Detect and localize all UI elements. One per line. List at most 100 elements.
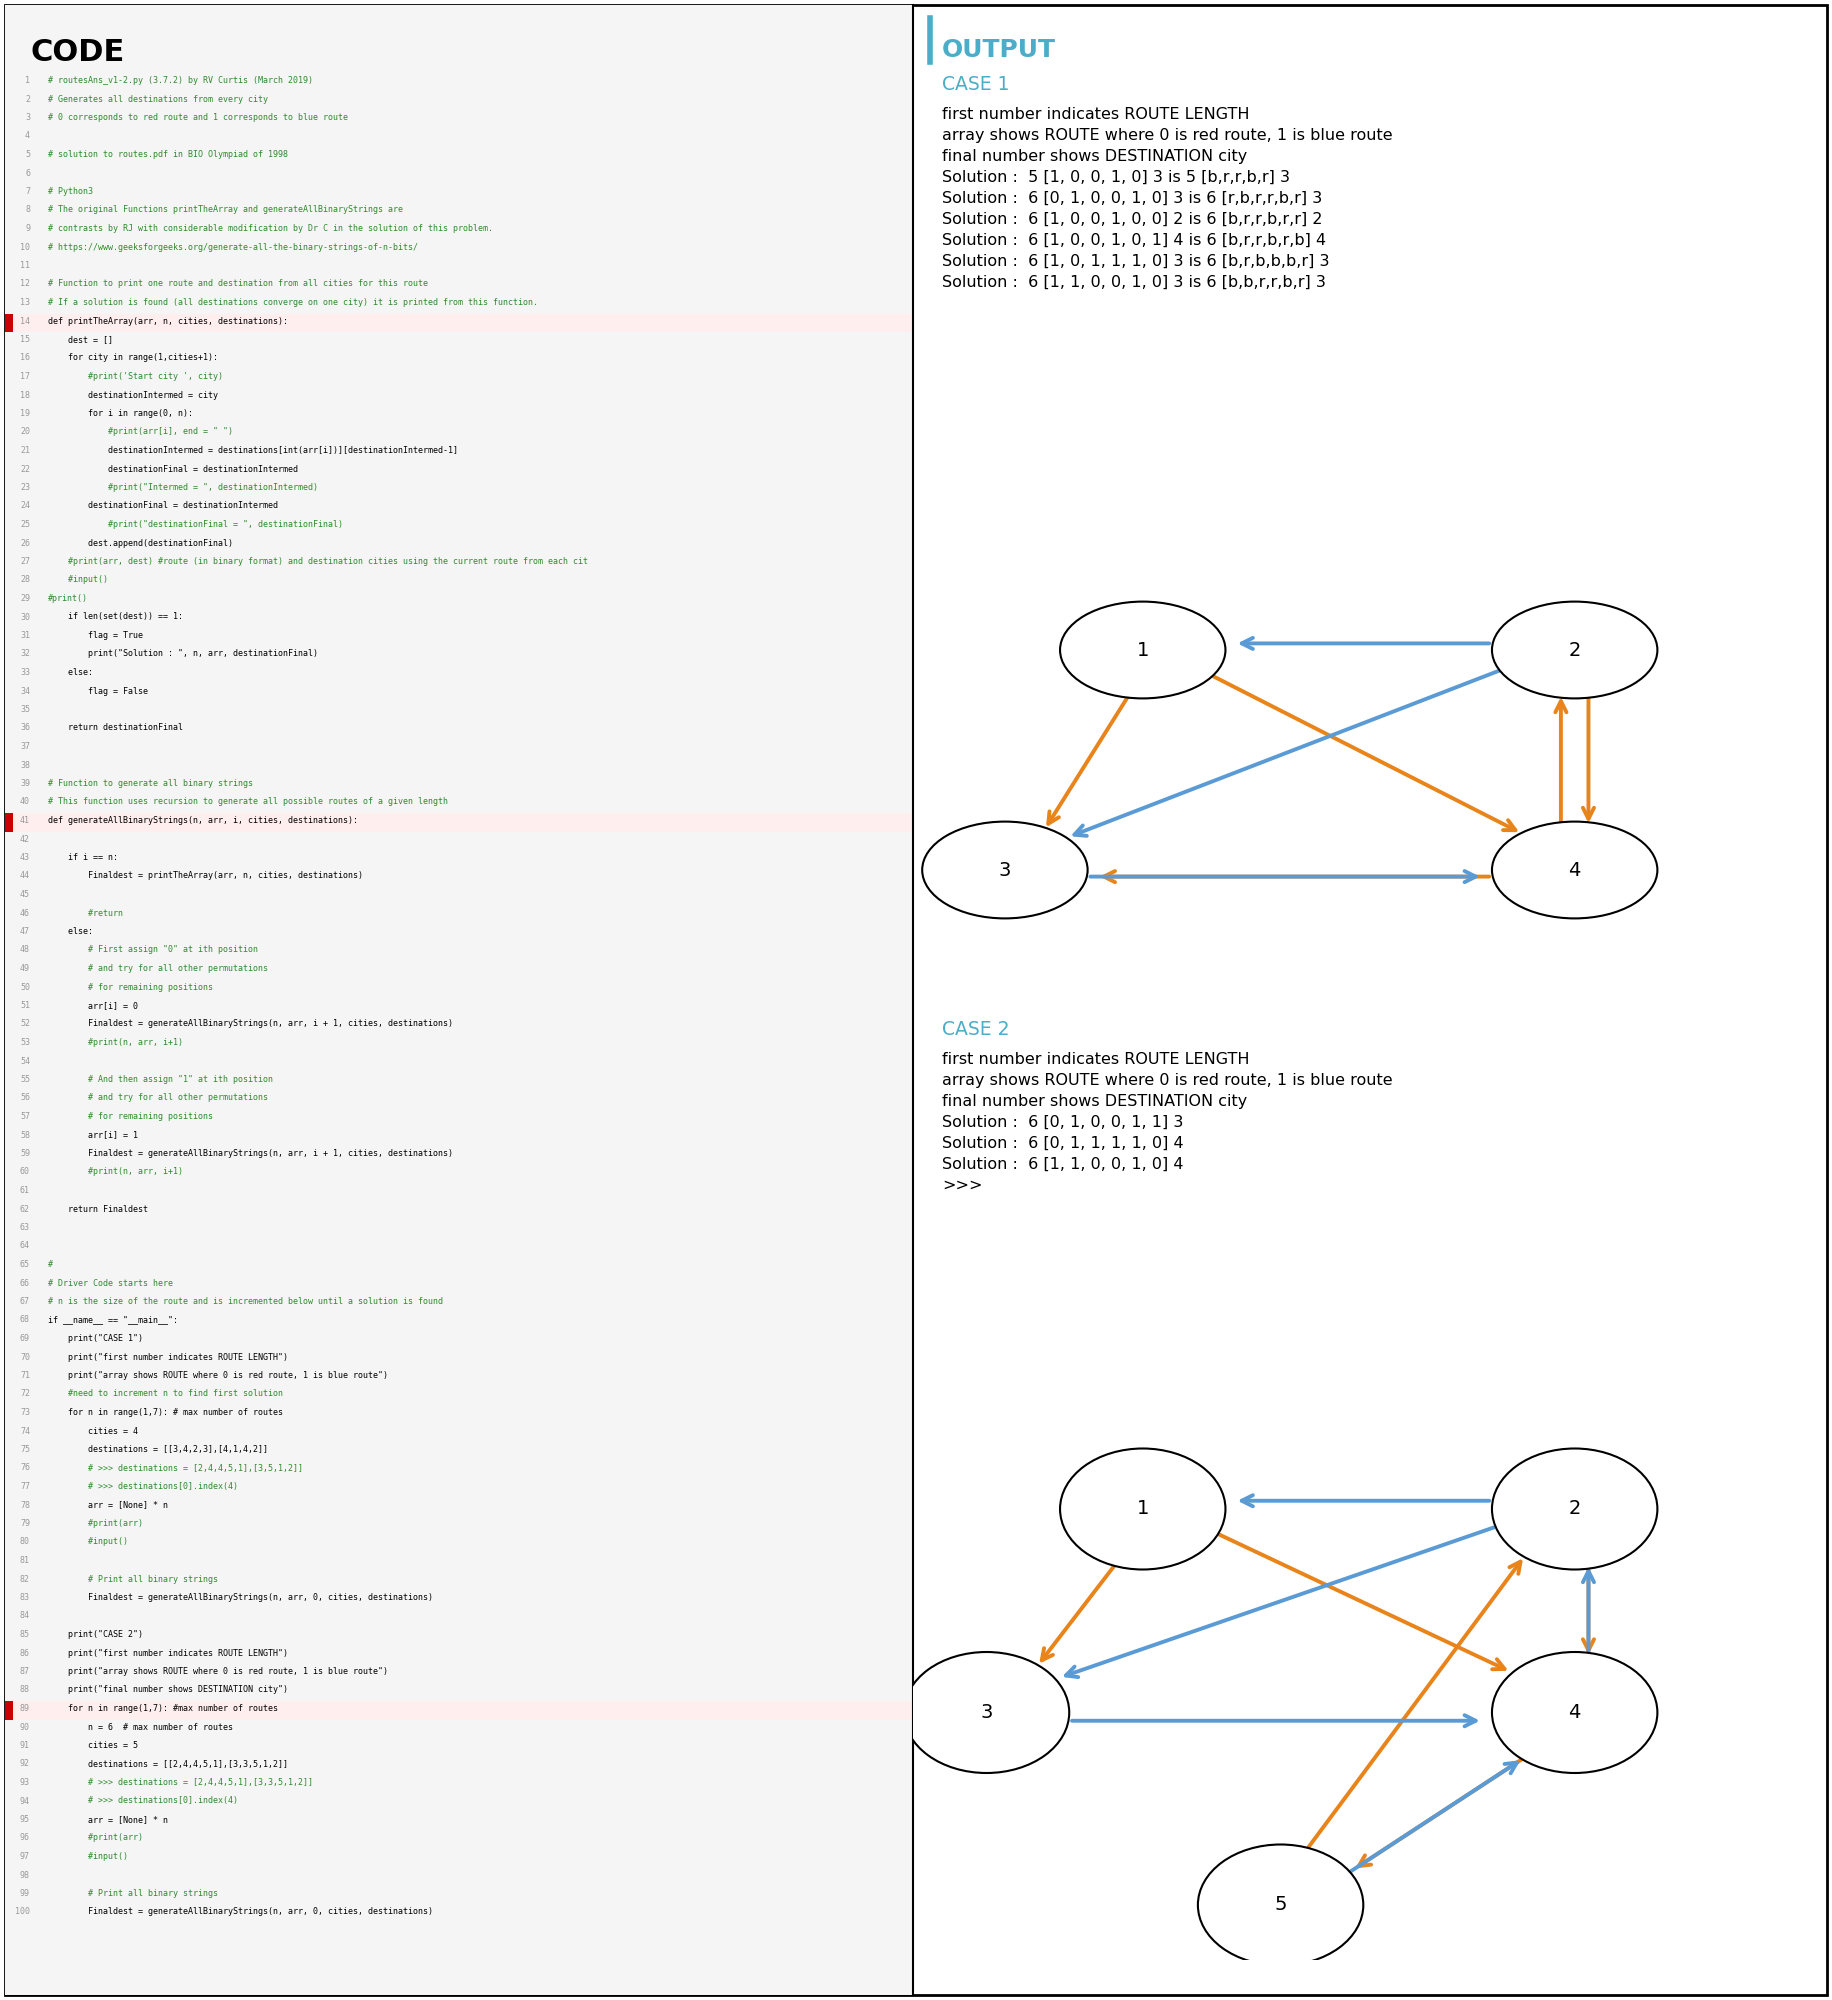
- Text: # and try for all other permutations: # and try for all other permutations: [48, 1094, 267, 1102]
- Text: 88: 88: [20, 1686, 29, 1694]
- Text: final number shows DESTINATION city: final number shows DESTINATION city: [942, 1094, 1248, 1108]
- Text: destinationIntermed = destinations[int(arr[i])][destinationIntermed-1]: destinationIntermed = destinations[int(a…: [48, 446, 458, 456]
- Text: print("CASE 2"): print("CASE 2"): [48, 1630, 143, 1640]
- Text: # contrasts by RJ with considerable modification by Dr C in the solution of this: # contrasts by RJ with considerable modi…: [48, 224, 493, 232]
- Text: 29: 29: [20, 594, 29, 604]
- Text: 36: 36: [20, 724, 29, 732]
- Text: 2: 2: [26, 94, 29, 104]
- Text: #: #: [48, 1260, 53, 1270]
- Text: CODE: CODE: [29, 38, 125, 66]
- Text: 26: 26: [20, 538, 29, 548]
- Text: 11: 11: [20, 260, 29, 270]
- Text: #input(): #input(): [48, 576, 108, 584]
- Text: Solution :  6 [1, 1, 0, 0, 1, 0] 4: Solution : 6 [1, 1, 0, 0, 1, 0] 4: [942, 1156, 1183, 1172]
- Text: # Print all binary strings: # Print all binary strings: [48, 1888, 218, 1898]
- Text: arr[i] = 1: arr[i] = 1: [48, 1130, 137, 1140]
- Text: 38: 38: [20, 760, 29, 770]
- Text: 49: 49: [20, 964, 29, 974]
- Text: if __name__ == "__main__":: if __name__ == "__main__":: [48, 1316, 178, 1324]
- Text: for n in range(1,7): # max number of routes: for n in range(1,7): # max number of rou…: [48, 1408, 282, 1416]
- Text: 1: 1: [1136, 640, 1149, 660]
- Text: 57: 57: [20, 1112, 29, 1120]
- Text: 56: 56: [20, 1094, 29, 1102]
- Text: 41: 41: [20, 816, 29, 824]
- Text: 86: 86: [20, 1648, 29, 1658]
- Text: 99: 99: [20, 1888, 29, 1898]
- Text: 83: 83: [20, 1592, 29, 1602]
- Text: n = 6  # max number of routes: n = 6 # max number of routes: [48, 1722, 233, 1732]
- Ellipse shape: [1491, 602, 1658, 698]
- Text: #print("destinationFinal = ", destinationFinal): #print("destinationFinal = ", destinatio…: [48, 520, 343, 528]
- Text: 60: 60: [20, 1168, 29, 1176]
- Text: # for remaining positions: # for remaining positions: [48, 982, 213, 992]
- Text: 90: 90: [20, 1722, 29, 1732]
- Text: 25: 25: [20, 520, 29, 528]
- Text: print("final number shows DESTINATION city"): print("final number shows DESTINATION ci…: [48, 1686, 288, 1694]
- Text: destinationIntermed = city: destinationIntermed = city: [48, 390, 218, 400]
- Text: >>>: >>>: [942, 1178, 982, 1192]
- Text: for n in range(1,7): #max number of routes: for n in range(1,7): #max number of rout…: [48, 1704, 278, 1712]
- Text: 55: 55: [20, 1076, 29, 1084]
- Text: 50: 50: [20, 982, 29, 992]
- Text: Finaldest = generateAllBinaryStrings(n, arr, i + 1, cities, destinations): Finaldest = generateAllBinaryStrings(n, …: [48, 1148, 453, 1158]
- Text: 17: 17: [20, 372, 29, 380]
- Text: # for remaining positions: # for remaining positions: [48, 1112, 213, 1120]
- Text: CASE 1: CASE 1: [942, 74, 1009, 94]
- Text: 64: 64: [20, 1242, 29, 1250]
- Text: 92: 92: [20, 1760, 29, 1768]
- Text: cities = 4: cities = 4: [48, 1426, 137, 1436]
- Text: Solution :  6 [0, 1, 1, 1, 1, 0] 4: Solution : 6 [0, 1, 1, 1, 1, 0] 4: [942, 1136, 1183, 1152]
- Bar: [5, 812, 912, 832]
- Text: 45: 45: [20, 890, 29, 900]
- Text: 42: 42: [20, 834, 29, 844]
- Text: 3: 3: [26, 112, 29, 122]
- Text: # >>> destinations = [2,4,4,5,1],[3,3,5,1,2]]: # >>> destinations = [2,4,4,5,1],[3,3,5,…: [48, 1778, 313, 1788]
- Text: 47: 47: [20, 928, 29, 936]
- Ellipse shape: [1061, 602, 1226, 698]
- Text: flag = False: flag = False: [48, 686, 148, 696]
- Text: 16: 16: [20, 354, 29, 362]
- Text: 84: 84: [20, 1612, 29, 1620]
- Text: # and try for all other permutations: # and try for all other permutations: [48, 964, 267, 974]
- Text: 20: 20: [20, 428, 29, 436]
- Text: 72: 72: [20, 1390, 29, 1398]
- Text: 8: 8: [26, 206, 29, 214]
- Text: # Driver Code starts here: # Driver Code starts here: [48, 1278, 172, 1288]
- Text: #print("Intermed = ", destinationIntermed): #print("Intermed = ", destinationInterme…: [48, 482, 319, 492]
- Text: 78: 78: [20, 1500, 29, 1510]
- Text: 4: 4: [26, 132, 29, 140]
- Text: 34: 34: [20, 686, 29, 696]
- Text: 15: 15: [20, 334, 29, 344]
- Text: 27: 27: [20, 556, 29, 566]
- Text: if i == n:: if i == n:: [48, 852, 117, 862]
- Text: #print(n, arr, i+1): #print(n, arr, i+1): [48, 1038, 183, 1048]
- Text: 95: 95: [20, 1816, 29, 1824]
- Text: cities = 5: cities = 5: [48, 1740, 137, 1750]
- Text: if len(set(dest)) == 1:: if len(set(dest)) == 1:: [48, 612, 183, 622]
- Text: Solution :  6 [1, 0, 0, 1, 0, 0] 2 is 6 [b,r,r,b,r,r] 2: Solution : 6 [1, 0, 0, 1, 0, 0] 2 is 6 […: [942, 212, 1323, 226]
- Text: 13: 13: [20, 298, 29, 306]
- Text: 22: 22: [20, 464, 29, 474]
- Text: 5: 5: [26, 150, 29, 160]
- Text: 97: 97: [20, 1852, 29, 1860]
- Text: 7: 7: [26, 188, 29, 196]
- Text: 74: 74: [20, 1426, 29, 1436]
- Text: destinationFinal = destinationIntermed: destinationFinal = destinationIntermed: [48, 502, 278, 510]
- Text: 65: 65: [20, 1260, 29, 1270]
- Text: 28: 28: [20, 576, 29, 584]
- Text: 21: 21: [20, 446, 29, 456]
- Text: first number indicates ROUTE LENGTH: first number indicates ROUTE LENGTH: [942, 1052, 1249, 1068]
- Text: # >>> destinations[0].index(4): # >>> destinations[0].index(4): [48, 1796, 238, 1806]
- Text: for i in range(0, n):: for i in range(0, n):: [48, 410, 192, 418]
- Text: print("array shows ROUTE where 0 is red route, 1 is blue route"): print("array shows ROUTE where 0 is red …: [48, 1668, 388, 1676]
- Text: # First assign "0" at ith position: # First assign "0" at ith position: [48, 946, 258, 954]
- Text: destinations = [[3,4,2,3],[4,1,4,2]]: destinations = [[3,4,2,3],[4,1,4,2]]: [48, 1444, 267, 1454]
- Text: 91: 91: [20, 1740, 29, 1750]
- Text: 10: 10: [20, 242, 29, 252]
- Text: Solution :  6 [1, 1, 0, 0, 1, 0] 3 is 6 [b,b,r,r,b,r] 3: Solution : 6 [1, 1, 0, 0, 1, 0] 3 is 6 […: [942, 274, 1326, 290]
- Text: OUTPUT: OUTPUT: [942, 38, 1055, 62]
- Text: # n is the size of the route and is incremented below until a solution is found: # n is the size of the route and is incr…: [48, 1296, 443, 1306]
- Text: 81: 81: [20, 1556, 29, 1564]
- Text: 100: 100: [15, 1908, 29, 1916]
- Text: # This function uses recursion to generate all possible routes of a given length: # This function uses recursion to genera…: [48, 798, 449, 806]
